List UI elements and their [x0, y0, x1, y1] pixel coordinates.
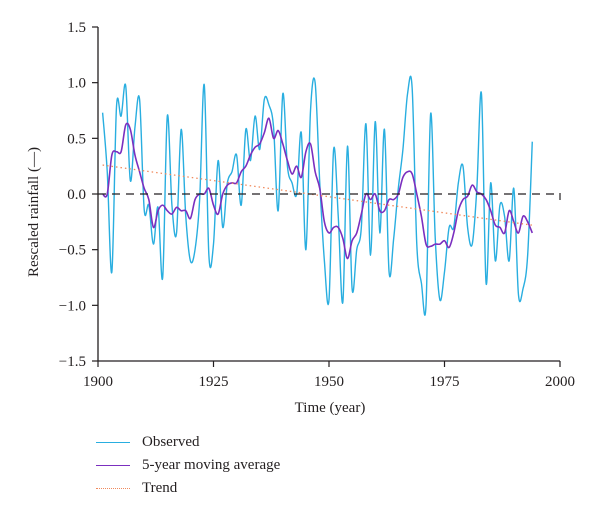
x-tick-label: 1925: [199, 374, 229, 390]
x-tick-label: 1900: [83, 374, 113, 390]
legend-swatch-moving-average: [96, 465, 130, 466]
y-axis-label: Rescaled rainfall (—): [26, 147, 42, 277]
legend-swatch-observed: [96, 442, 130, 443]
legend-item-observed: Observed: [96, 432, 396, 455]
series-moving-average: [102, 117, 534, 260]
legend-label-moving-average: 5-year moving average: [142, 457, 281, 473]
legend-item-trend: Trend: [96, 478, 396, 501]
axes-layer: 1.5 1.0 0.5 0.0 −0.5 −1.0 −1.5 1900 1925 1950 1975…: [59, 20, 575, 390]
y-tick-label: 0.0: [67, 187, 86, 203]
legend-label-observed: Observed: [142, 434, 200, 450]
y-tick-label: 1.0: [67, 76, 86, 92]
rainfall-chart: 1.5 1.0 0.5 0.0 −0.5 −1.0 −1.5 1900 1925 1950 1975…: [26, 20, 575, 416]
x-tick-label: 1950: [314, 374, 344, 390]
y-tick-label: −1.5: [59, 354, 86, 370]
legend: Observed 5-year moving average Trend: [96, 432, 396, 501]
x-tick-label: 2000: [545, 374, 575, 390]
y-tick-label: 1.5: [67, 20, 86, 36]
y-tick-label: −1.0: [59, 298, 86, 314]
legend-label-trend: Trend: [142, 480, 178, 496]
x-axis-label: Time (year): [295, 400, 366, 416]
series-trend: [102, 164, 533, 226]
plot-layer: [101, 75, 534, 316]
legend-item-moving-average: 5-year moving average: [96, 455, 396, 478]
legend-swatch-trend: [96, 488, 130, 489]
series-observed: [101, 75, 533, 316]
x-tick-label: 1975: [430, 374, 460, 390]
y-tick-label: −0.5: [59, 243, 86, 259]
y-tick-label: 0.5: [67, 131, 86, 147]
